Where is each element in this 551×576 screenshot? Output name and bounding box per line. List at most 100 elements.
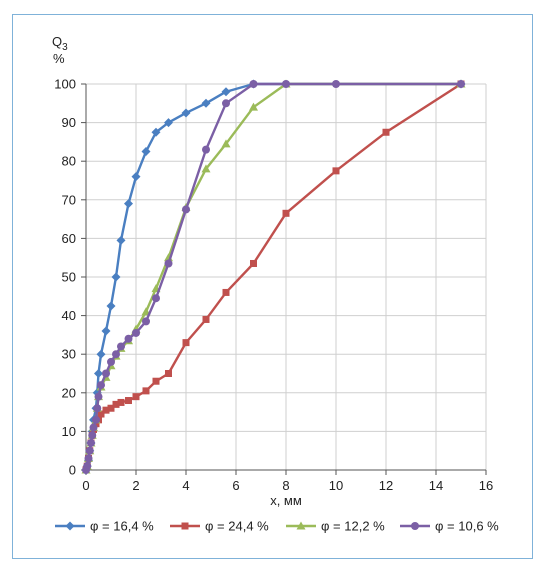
- legend-item: φ = 24,4 %: [170, 519, 269, 534]
- axes: [81, 83, 487, 475]
- data-point: [107, 357, 115, 366]
- data-point: [102, 369, 110, 378]
- legend-label: φ = 16,4 %: [90, 519, 154, 534]
- data-point: [201, 164, 211, 173]
- y-axis-label-subscript: 3: [62, 42, 68, 53]
- data-point: [182, 205, 190, 214]
- data-point: [125, 397, 132, 405]
- data-point: [282, 80, 290, 88]
- x-tick-label: 4: [182, 478, 189, 493]
- x-tick-label: 10: [329, 478, 343, 493]
- data-point: [181, 108, 191, 118]
- data-point: [93, 404, 102, 413]
- data-point: [97, 381, 105, 390]
- series-group: [81, 79, 466, 475]
- data-point: [165, 370, 172, 377]
- data-point: [124, 334, 133, 343]
- legend-marker: [181, 522, 189, 530]
- legend: φ = 16,4 % φ = 24,4 % φ = 12,2 % φ = 10,6 %: [55, 519, 499, 534]
- data-point: [141, 147, 151, 157]
- legend-item: φ = 12,2 %: [286, 519, 385, 534]
- data-point: [97, 410, 105, 418]
- x-tick-label: 0: [82, 478, 89, 493]
- series-4: [82, 80, 465, 474]
- data-point: [152, 294, 160, 303]
- data-point: [152, 377, 160, 385]
- x-tick-label: 6: [232, 478, 239, 493]
- data-point: [94, 392, 103, 401]
- data-point: [87, 438, 95, 447]
- x-tick-label: 12: [379, 478, 393, 493]
- y-axis-label: Q3: [52, 34, 68, 53]
- data-point: [151, 127, 161, 137]
- data-point: [92, 415, 100, 424]
- y-tick-label: 50: [62, 270, 76, 285]
- y-tick-label: 90: [62, 115, 76, 130]
- legend-marker: [411, 522, 419, 530]
- x-axis-label: x, мм: [270, 493, 302, 508]
- y-tick-labels: 0 10 20 30 40 50 60 70 80 90 100: [54, 77, 76, 478]
- y-axis-unit: %: [53, 51, 65, 66]
- y-tick-label: 30: [62, 347, 76, 362]
- data-point: [106, 301, 116, 311]
- y-axis-label-main: Q: [52, 34, 62, 49]
- data-point: [84, 454, 93, 463]
- data-point: [112, 350, 120, 359]
- y-tick-label: 10: [62, 424, 76, 439]
- data-point: [249, 102, 258, 111]
- data-point: [202, 315, 210, 323]
- legend-item: φ = 16,4 %: [55, 519, 154, 534]
- legend-label: φ = 12,2 %: [321, 519, 385, 534]
- x-tick-label: 14: [429, 478, 443, 493]
- y-tick-label: 0: [69, 463, 76, 478]
- legend-label: φ = 24,4 %: [205, 519, 269, 534]
- data-point: [89, 423, 98, 432]
- data-point: [111, 272, 121, 282]
- y-tick-label: 80: [62, 154, 76, 169]
- x-tick-label: 16: [479, 478, 493, 493]
- data-point: [164, 118, 173, 128]
- data-point: [117, 342, 125, 351]
- x-tick-label: 8: [282, 478, 289, 493]
- y-tick-label: 40: [62, 308, 76, 323]
- data-point: [107, 404, 115, 412]
- data-point: [457, 80, 465, 88]
- legend-marker: [296, 521, 306, 530]
- chart-frame: 0 10 20 30 40 50 60 70 80 90 100 0 2 4 6 8 10 12 14 16 Q3 …: [12, 14, 533, 559]
- legend-label: φ = 10,6 %: [435, 519, 499, 534]
- data-point: [221, 139, 231, 148]
- y-tick-label: 100: [54, 77, 76, 92]
- data-point: [117, 398, 125, 406]
- data-point: [96, 349, 106, 359]
- data-point: [112, 400, 120, 408]
- data-point: [131, 172, 141, 182]
- data-point: [132, 328, 140, 337]
- data-point: [94, 369, 103, 378]
- data-point: [382, 128, 390, 136]
- data-point: [222, 99, 230, 108]
- data-point: [201, 98, 211, 108]
- data-point: [332, 167, 340, 175]
- data-point: [250, 259, 257, 267]
- y-tick-label: 70: [62, 192, 76, 207]
- data-point: [202, 145, 210, 154]
- data-point: [182, 339, 190, 347]
- legend-marker: [65, 521, 75, 531]
- legend-item: φ = 10,6 %: [400, 519, 499, 534]
- y-tick-label: 60: [62, 231, 76, 246]
- data-point: [85, 446, 94, 455]
- data-point: [222, 288, 230, 296]
- data-point: [88, 431, 97, 440]
- data-point: [102, 406, 110, 414]
- data-point: [142, 317, 150, 326]
- data-point: [221, 87, 231, 97]
- data-point: [83, 462, 92, 471]
- grid: [85, 83, 487, 471]
- data-point: [124, 199, 133, 209]
- data-point: [282, 209, 290, 217]
- data-point: [164, 259, 173, 268]
- y-tick-label: 20: [62, 385, 76, 400]
- x-tick-label: 2: [132, 478, 139, 493]
- data-point: [142, 387, 150, 395]
